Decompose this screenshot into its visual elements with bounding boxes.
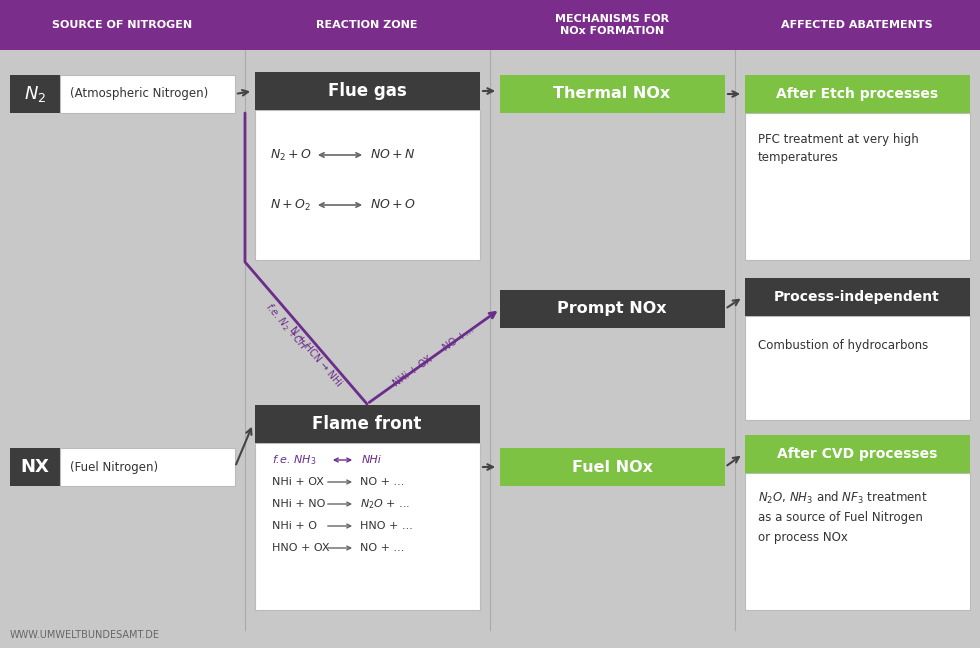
Text: $N_2O$, $NH_3$ and $NF_3$ treatment: $N_2O$, $NH_3$ and $NF_3$ treatment — [758, 490, 928, 506]
Bar — [745, 473, 970, 610]
Text: $NO + N$: $NO + N$ — [370, 148, 416, 161]
Text: $NO + O$: $NO + O$ — [370, 198, 416, 211]
Text: NO + ...: NO + ... — [360, 477, 405, 487]
Text: After Etch processes: After Etch processes — [776, 87, 938, 101]
Bar — [745, 75, 970, 113]
Text: NX: NX — [21, 458, 49, 476]
Bar — [60, 448, 235, 486]
Text: temperatures: temperatures — [758, 152, 839, 165]
Bar — [745, 113, 970, 260]
Bar — [745, 435, 970, 473]
Text: AFFECTED ABATEMENTS: AFFECTED ABATEMENTS — [781, 20, 933, 30]
Text: SOURCE OF NITROGEN: SOURCE OF NITROGEN — [52, 20, 192, 30]
Text: N + HCN → NHi: N + HCN → NHi — [288, 325, 344, 389]
Text: PFC treatment at very high: PFC treatment at very high — [758, 133, 919, 146]
Bar — [10, 448, 60, 486]
Bar — [500, 290, 725, 328]
Bar — [60, 75, 235, 113]
Text: f.e. $NH_3$: f.e. $NH_3$ — [272, 453, 317, 467]
Text: NO + ...: NO + ... — [360, 543, 405, 553]
Text: $N_2 + O$: $N_2 + O$ — [270, 148, 312, 163]
Text: HNO + OX: HNO + OX — [272, 543, 329, 553]
Text: as a source of Fuel Nitrogen: as a source of Fuel Nitrogen — [758, 511, 923, 524]
Text: Thermal NOx: Thermal NOx — [554, 86, 670, 102]
Text: Flame front: Flame front — [313, 415, 421, 433]
Bar — [255, 110, 480, 260]
Text: or process NOx: or process NOx — [758, 531, 848, 544]
Bar — [745, 278, 970, 316]
Text: f.e. $N_2$ +CH: f.e. $N_2$ +CH — [262, 301, 310, 354]
Text: NHi + OX: NHi + OX — [272, 477, 323, 487]
Text: NHi + NO: NHi + NO — [272, 499, 325, 509]
Bar — [255, 443, 480, 610]
Bar — [0, 0, 980, 50]
Text: NHi + OX — NO +...: NHi + OX — NO +... — [391, 325, 475, 389]
Text: $N + O_2$: $N + O_2$ — [270, 198, 311, 213]
Text: After CVD processes: After CVD processes — [777, 447, 937, 461]
Text: NHi + O: NHi + O — [272, 521, 317, 531]
Text: $N_2O$ + ...: $N_2O$ + ... — [360, 497, 411, 511]
Text: NHi: NHi — [362, 455, 382, 465]
Text: WWW.UMWELTBUNDESAMT.DE: WWW.UMWELTBUNDESAMT.DE — [10, 630, 160, 640]
Bar — [255, 72, 480, 110]
Text: Prompt NOx: Prompt NOx — [558, 301, 666, 316]
Bar — [255, 405, 480, 443]
Text: Flue gas: Flue gas — [327, 82, 407, 100]
Text: (Fuel Nitrogen): (Fuel Nitrogen) — [70, 461, 158, 474]
Text: Process-independent: Process-independent — [774, 290, 940, 304]
Bar — [500, 448, 725, 486]
Text: REACTION ZONE: REACTION ZONE — [317, 20, 417, 30]
Bar — [745, 316, 970, 420]
Bar — [500, 75, 725, 113]
Text: HNO + ...: HNO + ... — [360, 521, 413, 531]
Text: MECHANISMS FOR
NOx FORMATION: MECHANISMS FOR NOx FORMATION — [555, 14, 669, 36]
Text: Fuel NOx: Fuel NOx — [571, 459, 653, 474]
Text: $N_2$: $N_2$ — [24, 84, 46, 104]
Text: (Atmospheric Nitrogen): (Atmospheric Nitrogen) — [70, 87, 208, 100]
Text: Combustion of hydrocarbons: Combustion of hydrocarbons — [758, 338, 928, 351]
Bar — [10, 75, 60, 113]
